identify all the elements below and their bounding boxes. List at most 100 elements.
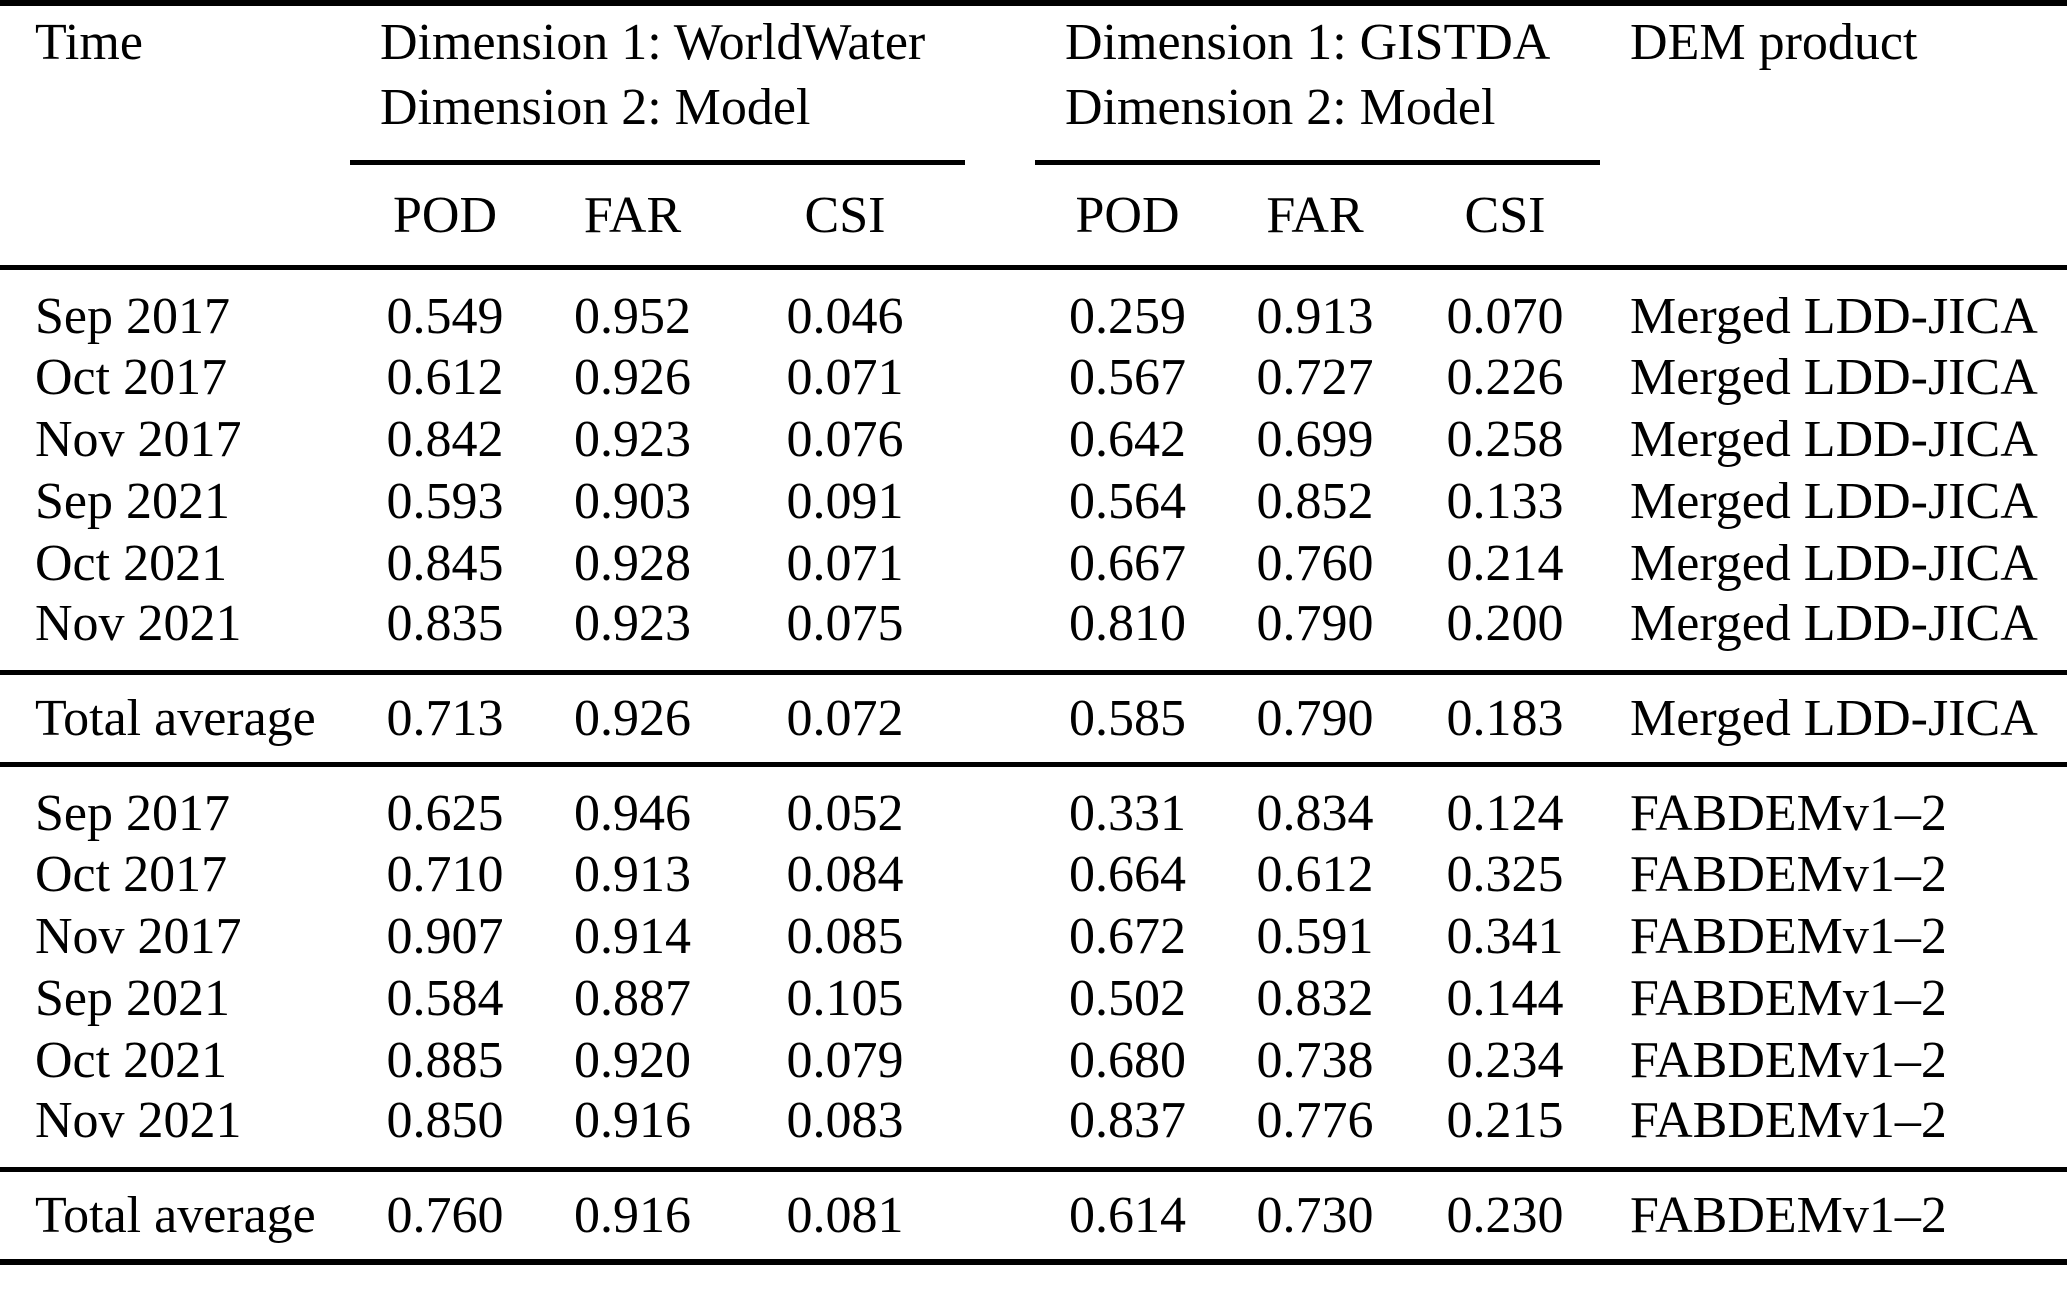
block-fabdem: Sep 2017 0.625 0.946 0.052 0.331 0.834 0… <box>0 765 2067 1170</box>
dem-cell: FABDEMv1–2 <box>1630 907 1947 965</box>
value-cell: 0.760 <box>1256 534 1374 592</box>
value-cell: 0.885 <box>386 1031 504 1089</box>
value-cell: 0.085 <box>786 907 904 965</box>
time-cell: Oct 2017 <box>35 348 228 406</box>
value-cell: 0.710 <box>386 845 504 903</box>
time-cell: Sep 2021 <box>35 472 230 530</box>
col-header-far-gistda: FAR <box>1220 162 1410 270</box>
value-cell: 0.834 <box>1256 785 1374 842</box>
value-cell: 0.667 <box>1069 534 1186 592</box>
value-cell: 0.325 <box>1446 845 1564 903</box>
value-cell: 0.075 <box>786 595 904 652</box>
time-cell: Oct 2021 <box>35 534 228 592</box>
value-cell: 0.713 <box>350 670 540 767</box>
dem-cell: Merged LDD-JICA <box>1630 410 2038 468</box>
value-cell: 0.076 <box>786 410 904 468</box>
dem-cell: FABDEMv1–2 <box>1630 969 1947 1027</box>
value-cell: 0.584 <box>386 969 504 1027</box>
value-cell: 0.672 <box>1069 907 1186 965</box>
value-cell: 0.083 <box>786 1092 904 1149</box>
header-metric-row: POD FAR CSI POD FAR CSI <box>0 162 2067 270</box>
time-cell: Total average <box>0 670 350 767</box>
value-cell: 0.642 <box>1069 410 1186 468</box>
group2-line1: Dimension 1: GISTDA <box>1065 14 1551 71</box>
dem-cell: Merged LDD-JICA <box>1630 595 2038 652</box>
value-cell: 0.341 <box>1446 907 1564 965</box>
value-cell: 0.810 <box>1069 595 1186 652</box>
value-cell: 0.913 <box>574 845 691 903</box>
dem-cell: FABDEMv1–2 <box>1630 845 1947 903</box>
value-cell: 0.612 <box>1256 845 1374 903</box>
value-cell: 0.091 <box>786 472 904 530</box>
col-header-pod-ww: POD <box>350 162 540 270</box>
total-average-fabdem: Total average 0.760 0.916 0.081 0.614 0.… <box>0 1167 2067 1262</box>
value-cell: 0.790 <box>1220 670 1410 767</box>
value-cell: 0.913 <box>1256 288 1374 345</box>
value-cell: 0.727 <box>1256 348 1374 406</box>
value-cell: 0.920 <box>574 1031 691 1089</box>
time-cell: Oct 2017 <box>35 845 228 903</box>
value-cell: 0.081 <box>725 1167 965 1262</box>
header-gap <box>965 3 1035 163</box>
value-cell: 0.046 <box>786 288 904 345</box>
table-row: Nov 2017 0.907 0.914 0.085 0.672 0.591 0… <box>0 905 2067 967</box>
value-cell: 0.259 <box>1069 288 1186 345</box>
value-cell: 0.183 <box>1410 670 1601 767</box>
value-cell: 0.331 <box>1069 785 1186 842</box>
time-cell: Nov 2017 <box>35 410 242 468</box>
time-cell: Oct 2021 <box>35 1031 228 1089</box>
value-cell: 0.215 <box>1446 1092 1564 1149</box>
value-cell: 0.124 <box>1446 785 1564 842</box>
total-average-merged-ldd-jica: Total average 0.713 0.926 0.072 0.585 0.… <box>0 670 2067 767</box>
dem-cell: FABDEMv1–2 <box>1630 785 1947 842</box>
value-cell: 0.070 <box>1446 288 1564 345</box>
value-cell: 0.564 <box>1069 472 1186 530</box>
table-row: Oct 2017 0.612 0.926 0.071 0.567 0.727 0… <box>0 346 2067 408</box>
value-cell: 0.105 <box>786 969 904 1027</box>
value-cell: 0.230 <box>1410 1167 1601 1262</box>
table-row-total: Total average 0.713 0.926 0.072 0.585 0.… <box>0 670 2067 767</box>
value-cell: 0.593 <box>386 472 504 530</box>
value-cell: 0.923 <box>574 595 691 652</box>
table-row: Sep 2021 0.593 0.903 0.091 0.564 0.852 0… <box>0 470 2067 532</box>
value-cell: 0.200 <box>1446 595 1564 652</box>
value-cell: 0.258 <box>1446 410 1564 468</box>
value-cell: 0.226 <box>1446 348 1564 406</box>
table-row: Oct 2021 0.885 0.920 0.079 0.680 0.738 0… <box>0 1029 2067 1091</box>
dem-cell: Merged LDD-JICA <box>1630 348 2038 406</box>
dem-cell: Merged LDD-JICA <box>1630 534 2038 592</box>
value-cell: 0.842 <box>386 410 504 468</box>
col-header-pod-gistda: POD <box>1035 162 1220 270</box>
value-cell: 0.567 <box>1069 348 1186 406</box>
empty-cell <box>0 162 350 270</box>
validation-metrics-table: Time Dimension 1: WorldWater Dimension 2… <box>0 0 2067 1265</box>
table-row: Nov 2017 0.842 0.923 0.076 0.642 0.699 0… <box>0 408 2067 470</box>
value-cell: 0.790 <box>1256 595 1374 652</box>
value-cell: 0.738 <box>1256 1031 1374 1089</box>
value-cell: 0.133 <box>1446 472 1564 530</box>
dem-cell: FABDEMv1–2 <box>1630 1031 1947 1089</box>
value-cell: 0.612 <box>386 348 504 406</box>
dem-cell: Merged LDD-JICA <box>1630 288 2038 345</box>
time-cell: Nov 2017 <box>35 907 242 965</box>
value-cell: 0.625 <box>386 785 504 842</box>
dem-cell: FABDEMv1–2 <box>1630 1092 1947 1149</box>
value-cell: 0.907 <box>386 907 504 965</box>
value-cell: 0.614 <box>1035 1167 1220 1262</box>
value-cell: 0.946 <box>574 785 691 842</box>
value-cell: 0.680 <box>1069 1031 1186 1089</box>
time-cell: Nov 2021 <box>35 595 242 652</box>
table-row: Sep 2017 0.549 0.952 0.046 0.259 0.913 0… <box>0 268 2067 347</box>
time-cell: Sep 2021 <box>35 969 230 1027</box>
value-cell: 0.234 <box>1446 1031 1564 1089</box>
table-row: Oct 2021 0.845 0.928 0.071 0.667 0.760 0… <box>0 532 2067 594</box>
table-header: Time Dimension 1: WorldWater Dimension 2… <box>0 3 2067 270</box>
time-cell: Sep 2017 <box>35 288 230 345</box>
value-cell: 0.887 <box>574 969 691 1027</box>
block-merged-ldd-jica: Sep 2017 0.549 0.952 0.046 0.259 0.913 0… <box>0 268 2067 673</box>
value-cell: 0.832 <box>1256 969 1374 1027</box>
time-cell: Sep 2017 <box>35 785 230 842</box>
group1-line1: Dimension 1: WorldWater <box>380 14 926 71</box>
col-header-dem: DEM product <box>1630 14 1918 71</box>
